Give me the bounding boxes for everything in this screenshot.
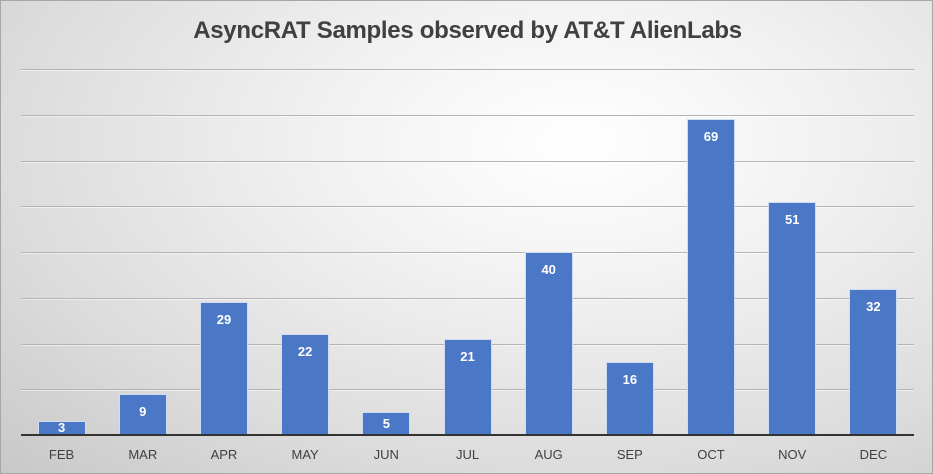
bar-sep: 16 bbox=[605, 361, 654, 435]
gridline bbox=[21, 297, 914, 299]
bar-apr: 29 bbox=[199, 302, 248, 435]
data-label: 40 bbox=[541, 262, 556, 277]
x-tick-label: SEP bbox=[616, 447, 643, 462]
bar-jul: 21 bbox=[443, 338, 492, 435]
chart-title: AsyncRAT Samples observed by AT&T AlienL… bbox=[193, 17, 742, 44]
x-tick-label: AUG bbox=[534, 447, 563, 462]
data-label: 9 bbox=[139, 403, 147, 419]
x-tick-label: FEB bbox=[48, 447, 75, 462]
x-tick-label: MAY bbox=[291, 447, 319, 462]
x-axis-line bbox=[21, 434, 914, 436]
x-tick-label: JUL bbox=[455, 447, 480, 462]
bar-aug: 40 bbox=[524, 252, 573, 435]
data-label: 69 bbox=[703, 129, 719, 145]
data-label: 21 bbox=[460, 348, 475, 364]
x-tick-label: JUN bbox=[373, 447, 399, 462]
gridline bbox=[21, 160, 914, 162]
data-label: 5 bbox=[382, 415, 390, 431]
x-tick-label: MAR bbox=[128, 447, 158, 462]
data-label: 3 bbox=[57, 420, 66, 436]
bar-jun: 5 bbox=[362, 412, 411, 435]
bar-may: 22 bbox=[281, 334, 330, 435]
bar-nov: 51 bbox=[768, 201, 817, 435]
x-tick-label: APR bbox=[210, 447, 238, 462]
data-label: 29 bbox=[216, 312, 232, 328]
bar-mar: 9 bbox=[118, 393, 167, 435]
gridline bbox=[21, 114, 914, 116]
data-label: 51 bbox=[784, 211, 800, 227]
data-label: 32 bbox=[866, 298, 881, 314]
bar-dec: 32 bbox=[849, 288, 898, 435]
gridline bbox=[21, 206, 914, 208]
x-tick-label: DEC bbox=[859, 447, 888, 462]
x-tick-label: OCT bbox=[697, 447, 725, 462]
gridline bbox=[21, 69, 914, 70]
plot-area: 3 9 29 22 5 21 40 16 69 51 32 bbox=[21, 69, 914, 436]
bar-oct: 69 bbox=[687, 119, 736, 435]
data-label: 22 bbox=[297, 344, 313, 360]
bar-feb: 3 bbox=[37, 420, 86, 436]
gridline bbox=[21, 252, 914, 253]
x-tick-label: NOV bbox=[778, 447, 807, 462]
data-label: 16 bbox=[622, 371, 638, 387]
